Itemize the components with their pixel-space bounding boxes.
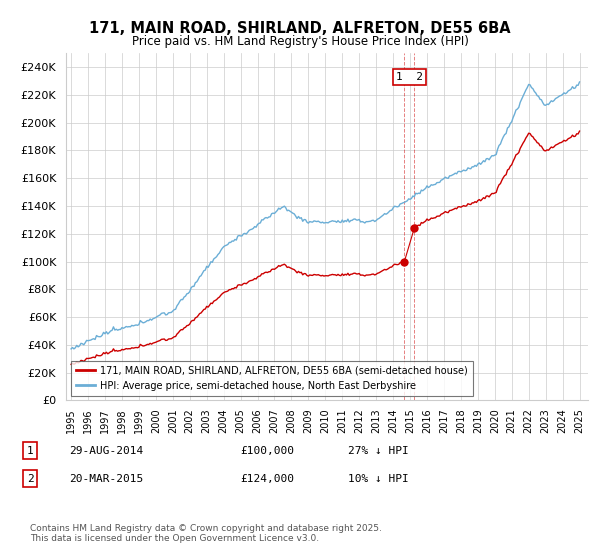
Text: 2: 2	[26, 474, 34, 484]
Legend: 171, MAIN ROAD, SHIRLAND, ALFRETON, DE55 6BA (semi-detached house), HPI: Average: 171, MAIN ROAD, SHIRLAND, ALFRETON, DE55…	[71, 361, 473, 395]
Text: Contains HM Land Registry data © Crown copyright and database right 2025.
This d: Contains HM Land Registry data © Crown c…	[30, 524, 382, 543]
Text: 27% ↓ HPI: 27% ↓ HPI	[348, 446, 409, 456]
Text: £124,000: £124,000	[240, 474, 294, 484]
Text: 29-AUG-2014: 29-AUG-2014	[69, 446, 143, 456]
Text: Price paid vs. HM Land Registry's House Price Index (HPI): Price paid vs. HM Land Registry's House …	[131, 35, 469, 48]
Text: 10% ↓ HPI: 10% ↓ HPI	[348, 474, 409, 484]
Text: 171, MAIN ROAD, SHIRLAND, ALFRETON, DE55 6BA: 171, MAIN ROAD, SHIRLAND, ALFRETON, DE55…	[89, 21, 511, 36]
Text: £100,000: £100,000	[240, 446, 294, 456]
Text: 1  2: 1 2	[396, 72, 423, 82]
Text: 1: 1	[26, 446, 34, 456]
Text: 20-MAR-2015: 20-MAR-2015	[69, 474, 143, 484]
